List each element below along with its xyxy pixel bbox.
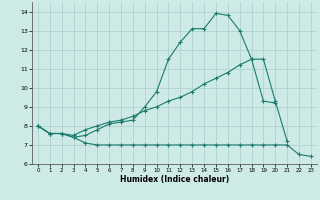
X-axis label: Humidex (Indice chaleur): Humidex (Indice chaleur) — [120, 175, 229, 184]
